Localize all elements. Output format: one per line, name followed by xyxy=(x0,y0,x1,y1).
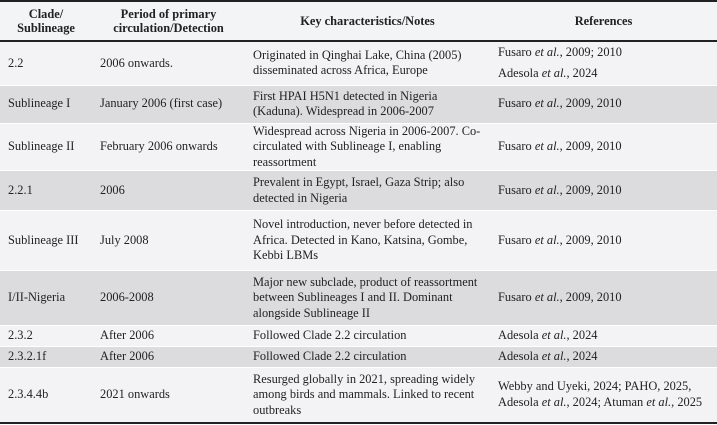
reference-text: Fusaro xyxy=(498,96,535,111)
reference-text: , 2009, 2010 xyxy=(559,182,622,197)
reference-text: , 2024 xyxy=(566,65,598,80)
cell-notes: Major new subclade, product of reassortm… xyxy=(245,270,490,326)
reference-text: et al. xyxy=(534,290,560,305)
cell-period: July 2008 xyxy=(92,210,245,271)
cell-period: After 2006 xyxy=(92,346,245,368)
reference-text: , 2009, 2010 xyxy=(559,290,622,305)
reference-line: Adesola et al., 2024 xyxy=(498,66,717,82)
cell-references: Adesola et al., 2024 xyxy=(490,325,717,347)
table-row: 2.3.2.1f After 2006 Followed Clade 2.2 cir… xyxy=(0,346,717,368)
cell-notes: Prevalent in Egypt, Israel, Gaza Strip; … xyxy=(245,170,490,211)
table-row: 2.3.4.4b 2021 onwards Resurged globally in… xyxy=(0,367,717,423)
cell-period: January 2006 (first case) xyxy=(92,84,245,123)
reference-text: Fusaro xyxy=(498,45,535,60)
table-row: Sublineage II February 2006 onwards Widesp… xyxy=(0,122,717,171)
cell-references: Fusaro et al., 2009, 2010 xyxy=(490,170,717,211)
cell-references: Fusaro et al., 2009, 2010 xyxy=(490,210,717,271)
cell-period: 2021 onwards xyxy=(92,367,245,423)
reference-text: Adesola xyxy=(498,65,542,80)
cell-notes: Widespread across Nigeria in 2006-2007. … xyxy=(245,122,490,171)
reference-line: Adesola et al., 2024 xyxy=(498,328,717,344)
reference-line: Adesola et al., 2024 xyxy=(498,349,717,365)
reference-text: et al. xyxy=(534,139,560,153)
reference-text: , 2024; Atuman xyxy=(566,394,647,409)
cell-notes: Originated in Qinghai Lake, China (2005)… xyxy=(245,41,490,85)
reference-text: , 2024 xyxy=(566,349,598,364)
reference-text: Webby and Uyeki, 2024; PAHO, 2025, Adeso… xyxy=(498,379,692,409)
reference-text: et al. xyxy=(534,45,560,60)
header-references: References xyxy=(490,1,717,42)
cell-clade: Sublineage II xyxy=(0,122,92,171)
reference-text: et al. xyxy=(534,96,560,111)
header-clade: Clade/ Sublineage xyxy=(0,1,92,42)
reference-text: et al. xyxy=(541,328,567,343)
cell-references: Webby and Uyeki, 2024; PAHO, 2025, Adeso… xyxy=(490,367,717,423)
reference-text: , 2009, 2010 xyxy=(559,232,622,247)
table-row: Sublineage I January 2006 (first case) Fir… xyxy=(0,84,717,123)
reference-text: Adesola xyxy=(498,328,542,343)
reference-text: , 2009; 2010 xyxy=(559,45,622,60)
cell-clade: 2.3.2 xyxy=(0,325,92,347)
cell-references: Fusaro et al., 2009, 2010 xyxy=(490,84,717,123)
cell-clade: 2.3.4.4b xyxy=(0,367,92,423)
reference-text: et al. xyxy=(534,232,560,247)
header-period: Period of primary circulation/Detection xyxy=(92,1,245,42)
cell-references: Fusaro et al., 2009, 2010 xyxy=(490,270,717,326)
reference-text: Fusaro xyxy=(498,139,535,153)
cell-period: February 2006 onwards xyxy=(92,122,245,171)
table-row: 2.2.1 2006 Prevalent in Egypt, Israel, Gaz… xyxy=(0,170,717,211)
reference-text: et al. xyxy=(646,394,672,409)
cell-period: 2006 onwards. xyxy=(92,41,245,85)
reference-text: Fusaro xyxy=(498,290,535,305)
reference-line: Fusaro et al., 2009, 2010 xyxy=(498,96,717,112)
cell-notes: Resurged globally in 2021, spreading wid… xyxy=(245,367,490,423)
reference-text: Adesola xyxy=(498,349,542,364)
cell-clade: Sublineage I xyxy=(0,84,92,123)
reference-line: Fusaro et al., 2009, 2010 xyxy=(498,139,717,155)
cell-notes: Followed Clade 2.2 circulation xyxy=(245,346,490,368)
reference-line: Fusaro et al., 2009, 2010 xyxy=(498,233,717,249)
reference-text: , 2009, 2010 xyxy=(559,96,622,111)
reference-text: , 2024 xyxy=(566,328,598,343)
reference-text: et al. xyxy=(541,349,567,364)
reference-text: et al. xyxy=(541,65,567,80)
cell-notes: Followed Clade 2.2 circulation xyxy=(245,325,490,347)
reference-text: et al. xyxy=(541,394,567,409)
reference-text: , 2009, 2010 xyxy=(559,139,622,153)
reference-text: et al. xyxy=(534,182,560,197)
cell-period: 2006-2008 xyxy=(92,270,245,326)
table-row: I/II-Nigeria 2006-2008 Major new subclade,… xyxy=(0,270,717,326)
cell-references: Adesola et al., 2024 xyxy=(490,346,717,368)
cell-clade: 2.3.2.1f xyxy=(0,346,92,368)
header-notes: Key characteristics/Notes xyxy=(245,1,490,42)
table-row: 2.3.2 After 2006 Followed Clade 2.2 circul… xyxy=(0,325,717,347)
reference-text: Fusaro xyxy=(498,182,535,197)
table-row: Sublineage III July 2008 Novel introductio… xyxy=(0,210,717,271)
cell-notes: First HPAI H5N1 detected in Nigeria (Kad… xyxy=(245,84,490,123)
cell-notes: Novel introduction, never before detecte… xyxy=(245,210,490,271)
reference-text: Fusaro xyxy=(498,232,535,247)
cell-clade: Sublineage III xyxy=(0,210,92,271)
reference-line: Fusaro et al., 2009, 2010 xyxy=(498,183,717,199)
table-row: 2.2 2006 onwards. Originated in Qinghai La… xyxy=(0,41,717,85)
cell-clade: I/II-Nigeria xyxy=(0,270,92,326)
cell-period: 2006 xyxy=(92,170,245,211)
cell-clade: 2.2 xyxy=(0,41,92,85)
cell-references: Fusaro et al., 2009, 2010 xyxy=(490,122,717,171)
reference-text: , 2025 xyxy=(671,394,703,409)
header-row: Clade/ Sublineage Period of primary circ… xyxy=(0,1,717,42)
reference-line: Webby and Uyeki, 2024; PAHO, 2025, Adeso… xyxy=(498,379,717,410)
cell-clade: 2.2.1 xyxy=(0,170,92,211)
cell-period: After 2006 xyxy=(92,325,245,347)
reference-line: Fusaro et al., 2009, 2010 xyxy=(498,290,717,306)
reference-line: Fusaro et al., 2009; 2010 xyxy=(498,45,717,61)
cell-references: Fusaro et al., 2009; 2010 Adesola et al.,… xyxy=(490,41,717,85)
